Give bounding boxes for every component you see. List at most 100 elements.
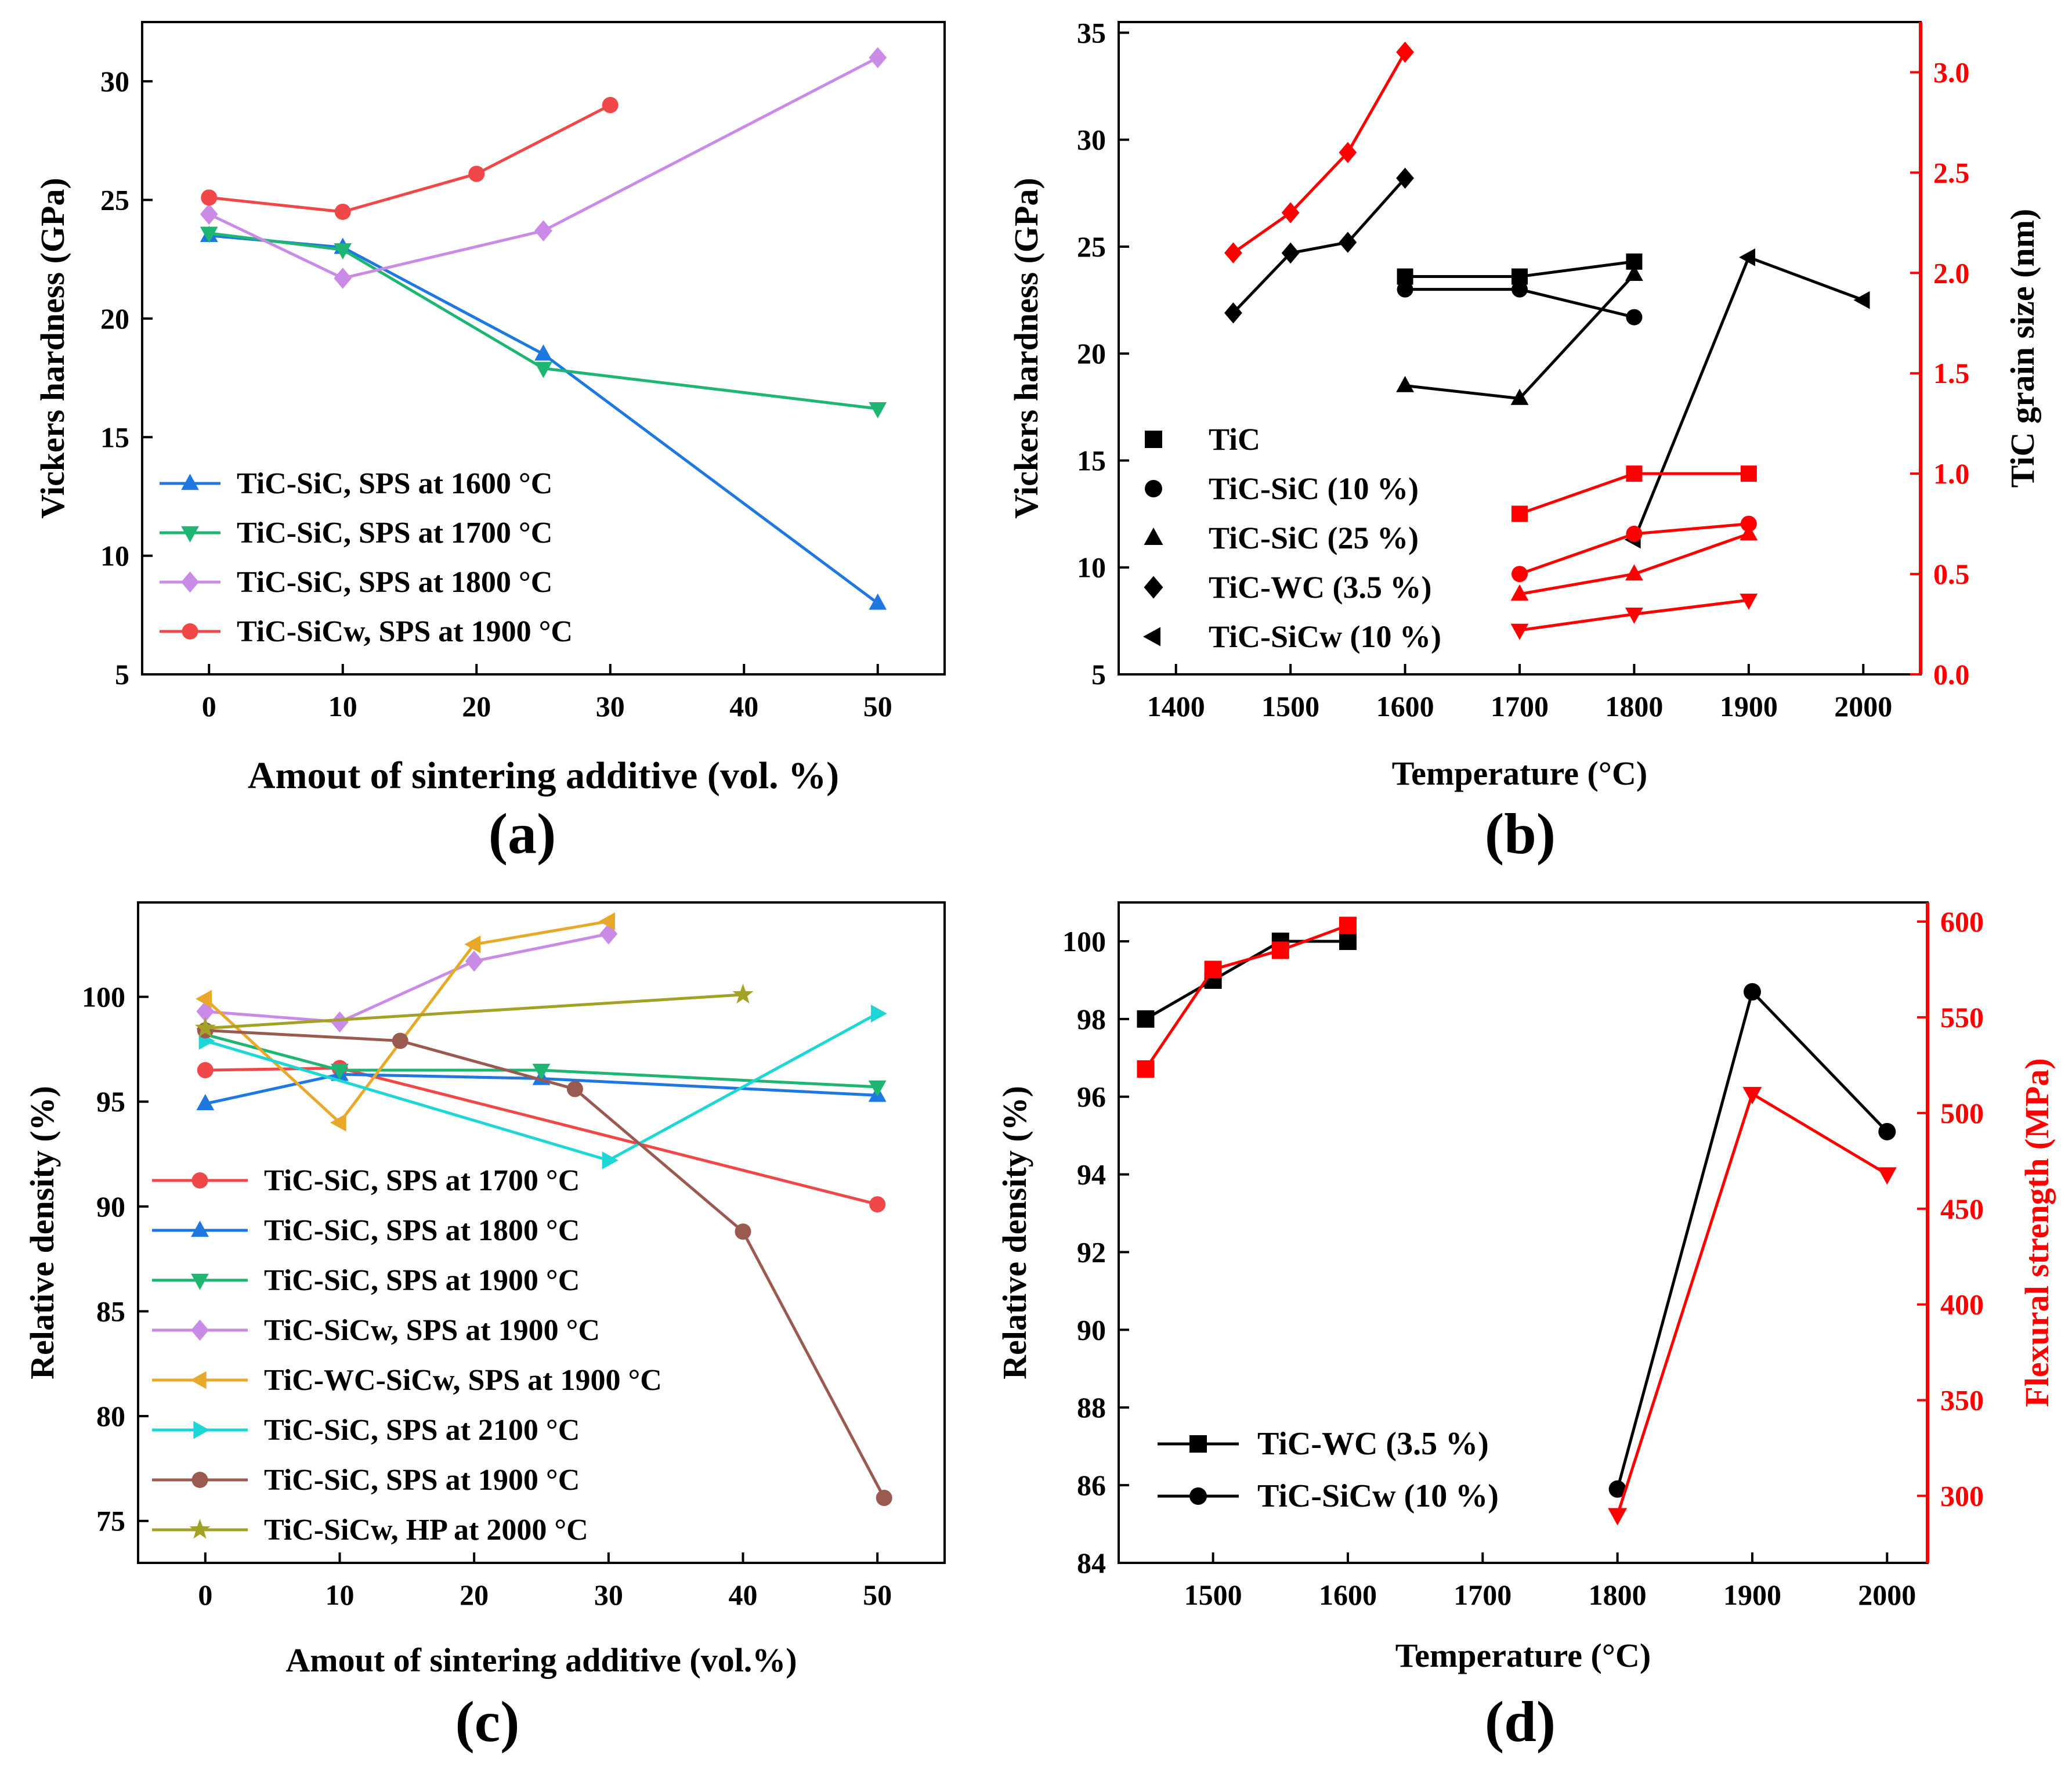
y-axis-label: Vickers hardness (GPa) — [1007, 178, 1045, 518]
grain-size-series-3-point — [1511, 566, 1528, 583]
grain-size-series-5-point — [1740, 593, 1758, 610]
y-tick-label: 20 — [1077, 337, 1106, 370]
series-6-point — [870, 1005, 887, 1023]
series-2-point — [196, 1094, 215, 1111]
legend-marker — [1189, 1487, 1207, 1505]
y-tick-label: 75 — [96, 1505, 125, 1537]
y-right-tick-label: 350 — [1940, 1384, 1984, 1417]
series-4-point — [196, 1001, 215, 1023]
series-8-point — [194, 1017, 216, 1038]
x-tick-label: 10 — [328, 690, 357, 723]
series-5-point — [599, 912, 616, 930]
grain-size-series-1-line — [1232, 51, 1406, 254]
hardness-series-4-point — [1224, 302, 1242, 324]
y-tick-label: 15 — [100, 421, 129, 453]
series-5-point — [464, 935, 481, 954]
series-4-point — [331, 1011, 349, 1033]
grain-size-series-5-point — [1510, 623, 1529, 640]
y-axis-label: Vickers hardness (GPa) — [34, 178, 71, 518]
density-series-1-point — [1137, 1010, 1155, 1028]
legend-entry: TiC-SiCw (10 %) — [1209, 619, 1441, 654]
y-tick-label: 84 — [1077, 1547, 1106, 1579]
y-tick-label: 95 — [96, 1085, 125, 1118]
panel-label: (d) — [1485, 1689, 1556, 1754]
y-right-tick-label: 2.0 — [1933, 257, 1970, 289]
hardness-series-4-point — [1339, 232, 1357, 253]
series-8-point — [732, 984, 754, 1004]
legend-marker — [193, 1421, 210, 1439]
chart-panel-c: 0 10 20 30 40 50 75 80 85 90 95 100 Amout of sinteri… — [23, 901, 946, 1754]
panel-label: (a) — [489, 801, 556, 866]
series-3-point — [334, 268, 352, 289]
x-tick-label: 50 — [863, 690, 892, 723]
x-tick-label: 1700 — [1491, 690, 1549, 723]
series-1-point — [534, 344, 552, 361]
legend-marker — [191, 1172, 208, 1189]
series-4-line — [205, 932, 609, 1024]
strength-series-2-line — [1616, 1092, 1888, 1516]
series-4-line — [208, 103, 611, 214]
y-right-tick-label: 0.0 — [1933, 658, 1970, 691]
legend-entry: TiC-SiCw, SPS at 1900 °C — [237, 615, 573, 648]
legend-entry: TiC-SiC, SPS at 2100 °C — [264, 1414, 580, 1447]
legend-entry: TiC-WC (3.5 %) — [1209, 570, 1432, 605]
y-tick-label: 98 — [1077, 1003, 1106, 1035]
x-axis-label: Temperature (°C) — [1395, 1637, 1651, 1674]
series-3-point — [532, 1063, 551, 1080]
series-3-point — [869, 47, 887, 68]
hardness-series-2-point — [1511, 281, 1528, 298]
y-axis-label: Relative density (%) — [23, 1086, 61, 1379]
legend-marker — [1189, 1435, 1207, 1453]
series-3-point — [200, 203, 218, 225]
legend-entry: TiC-SiCw (10 %) — [1257, 1478, 1499, 1514]
grain-size-series-2-point — [1740, 465, 1757, 482]
grain-size-series-1-point — [1339, 142, 1357, 163]
series-2-point — [200, 226, 218, 243]
series-2-point — [334, 243, 352, 260]
legend-entry: TiC-SiC (25 %) — [1209, 521, 1419, 555]
x-tick-label: 40 — [729, 690, 758, 723]
series-4-point — [334, 203, 351, 220]
grain-size-series-1-point — [1224, 242, 1242, 263]
hardness-series-5-line — [1633, 255, 1864, 540]
x-tick-label: 2000 — [1834, 690, 1892, 723]
y-tick-label: 92 — [1077, 1236, 1106, 1268]
hardness-series-3-point — [1510, 388, 1529, 405]
series-7-point — [392, 1032, 408, 1049]
y-tick-label: 25 — [1077, 230, 1106, 263]
x-tick-label: 10 — [326, 1579, 355, 1611]
series-7-point — [566, 1081, 583, 1097]
strength-series-1-point — [1271, 941, 1289, 959]
density-series-1-point — [1339, 932, 1357, 950]
y-tick-label: 88 — [1077, 1391, 1106, 1424]
x-axis-label: Amout of sintering additive (vol. %) — [248, 754, 839, 797]
x-axis-label: Temperature (°C) — [1392, 754, 1647, 792]
legend-marker — [1145, 431, 1162, 448]
plot-frame — [141, 21, 946, 676]
y-tick-label: 90 — [1077, 1313, 1106, 1346]
grain-size-series-3-point — [1626, 525, 1643, 542]
y-right-tick-label: 3.0 — [1933, 56, 1970, 88]
y-right-tick-label: 0.5 — [1933, 558, 1970, 590]
x-tick-label: 20 — [462, 690, 491, 723]
legend-entry: TiC-SiCw, HP at 2000 °C — [264, 1514, 588, 1547]
grain-size-series-3-point — [1740, 515, 1757, 532]
strength-series-2-point — [1742, 1086, 1762, 1104]
hardness-series-2-point — [1626, 309, 1643, 326]
legend-marker — [1145, 480, 1162, 497]
x-tick-label: 1900 — [1720, 690, 1778, 723]
legend-marker — [181, 474, 199, 490]
panel-label: (c) — [455, 1689, 520, 1754]
grain-size-series-5-point — [1625, 608, 1643, 624]
y-right-tick-label: 450 — [1940, 1193, 1984, 1225]
series-3-line — [208, 56, 878, 280]
y-tick-label: 100 — [82, 981, 125, 1013]
panel-label: (b) — [1485, 801, 1556, 866]
x-tick-label: 1500 — [1261, 690, 1319, 723]
y-right-tick-label: 600 — [1940, 905, 1984, 938]
y-right-tick-label: 300 — [1940, 1480, 1984, 1512]
y-right-axis-label: TiC grain size (nm) — [2004, 209, 2041, 488]
y-tick-label: 10 — [100, 540, 129, 572]
y-tick-label: 100 — [1062, 925, 1106, 958]
